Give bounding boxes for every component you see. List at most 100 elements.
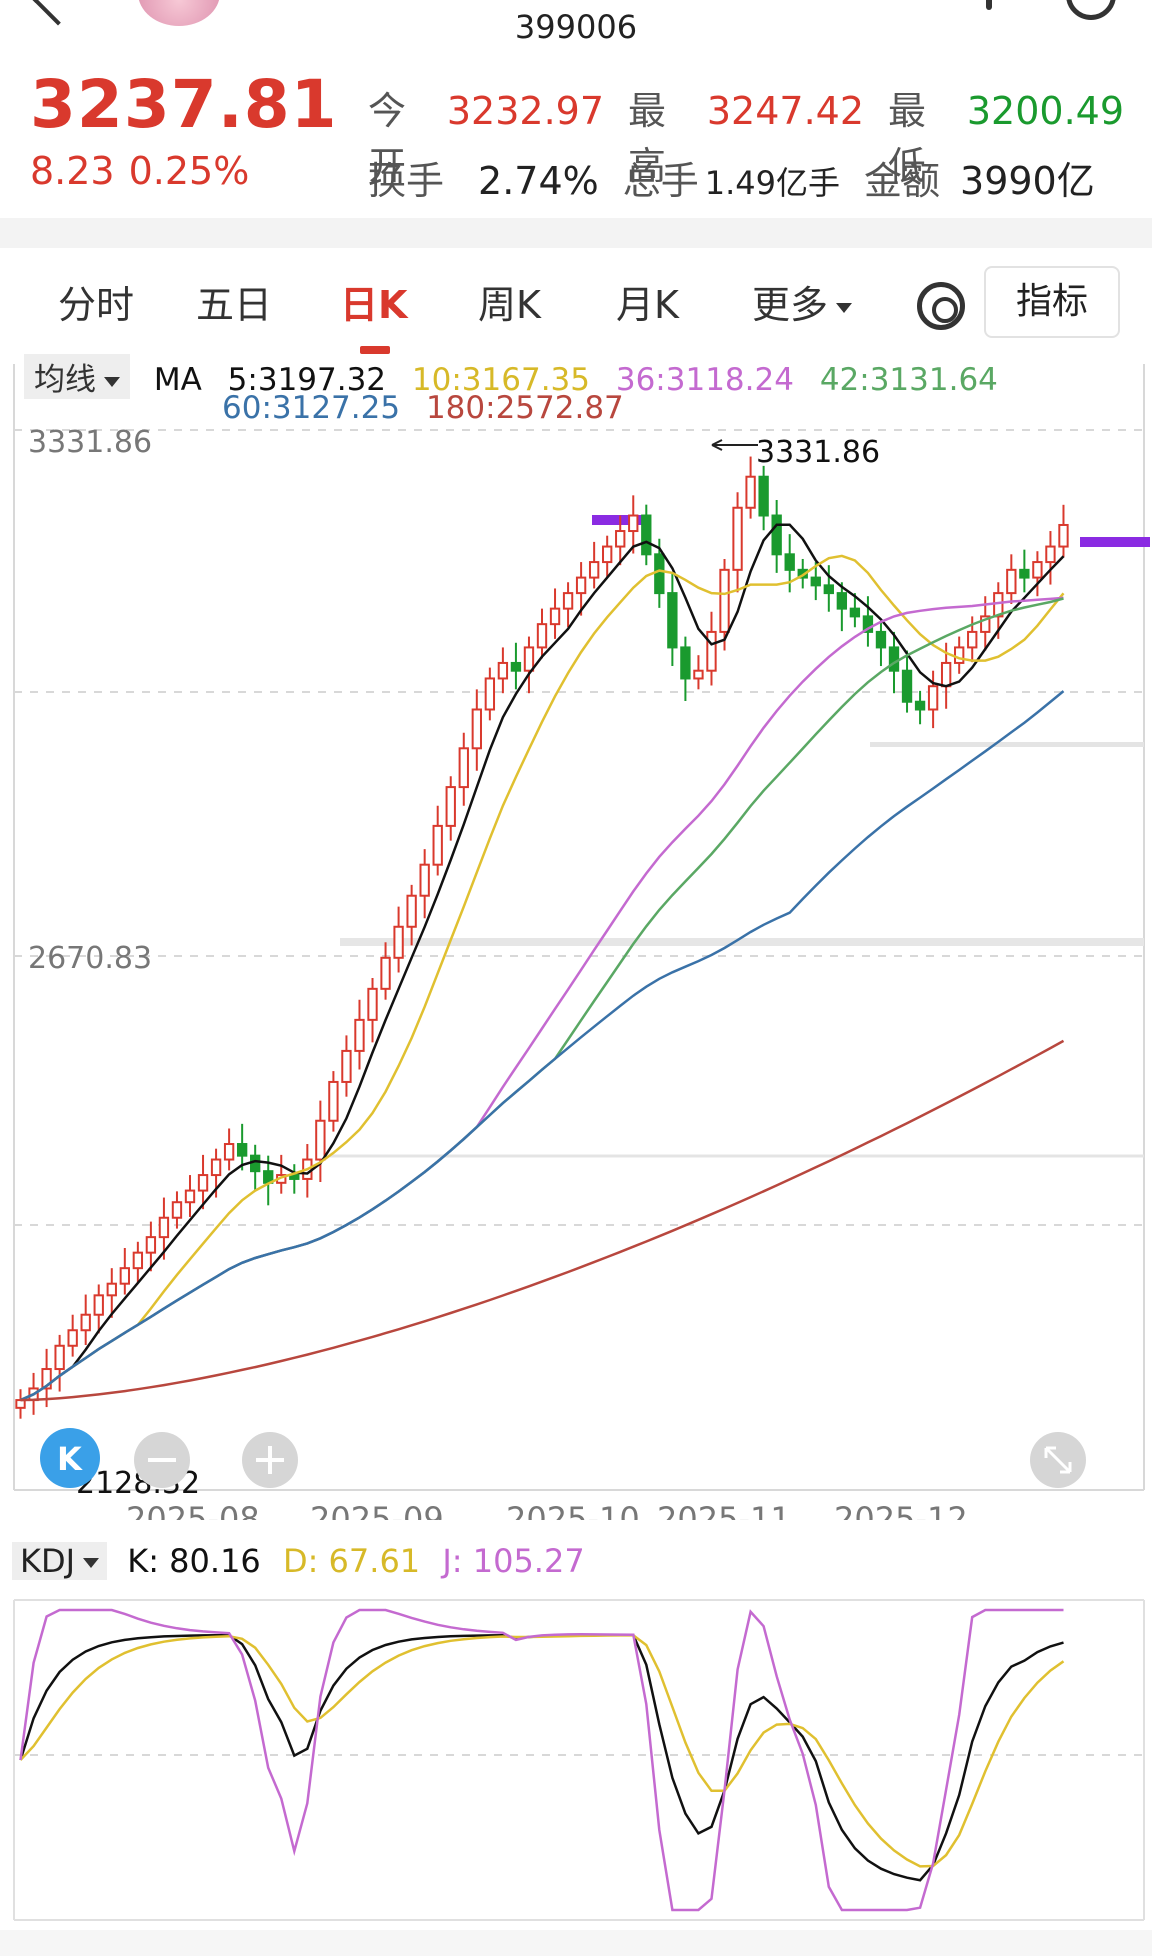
kdj-d-value: D: 67.61 (282, 1542, 421, 1580)
kdj-chart[interactable] (0, 1580, 1152, 1940)
tab-daily-k[interactable]: 日K (340, 283, 408, 327)
x-tick-label: 2025-08 (126, 1500, 260, 1520)
candle (184, 1189, 196, 1204)
candle (758, 475, 769, 517)
amount-value: 3990亿 (960, 159, 1095, 203)
section-divider (0, 218, 1152, 248)
ma180-value: 180:2572.87 (425, 390, 624, 426)
ma42-value: 42:3131.64 (819, 362, 998, 398)
bottom-bar (0, 1930, 1152, 1956)
candle (927, 685, 939, 711)
ma-selector-label: 均线 (34, 362, 96, 398)
low-value: 3200.49 (966, 89, 1124, 133)
candle (823, 584, 834, 595)
candle (54, 1344, 65, 1371)
candle (210, 1158, 222, 1177)
chevron-down-icon (104, 376, 120, 387)
top-bar: 399006 (0, 0, 1152, 50)
change-percent: 0.25% (128, 149, 250, 193)
candle (119, 1267, 130, 1285)
candle (93, 1294, 104, 1316)
ma36-value: 36:3118.24 (615, 362, 794, 398)
turnover-value: 2.74% (478, 159, 599, 203)
candle (171, 1201, 183, 1219)
candle (641, 514, 652, 556)
candle (80, 1313, 91, 1332)
zoom-out-icon[interactable] (134, 1432, 190, 1488)
price-level-band (870, 742, 1144, 747)
candle (667, 592, 678, 649)
candle (223, 1143, 235, 1161)
tab-monthly-k[interactable]: 月K (616, 283, 679, 327)
candle (719, 568, 730, 633)
zoom-in-icon[interactable] (242, 1432, 298, 1488)
gear-icon[interactable] (917, 282, 965, 330)
candle (706, 630, 717, 672)
indicator-button[interactable]: 指标 (984, 266, 1120, 338)
open-value: 3232.97 (446, 89, 604, 133)
candle (888, 646, 900, 672)
candle (484, 677, 496, 711)
ma10-value: 10:3167.35 (411, 362, 590, 398)
candle (1032, 561, 1043, 579)
kline-logo-icon[interactable]: K (40, 1428, 100, 1488)
ma10-line (19, 554, 1065, 1402)
candle (236, 1143, 248, 1157)
ma180-line (20, 1039, 1065, 1402)
candle (1058, 523, 1069, 548)
x-tick-label: 2025-12 (834, 1500, 968, 1520)
tab-intraday[interactable]: 分时 (58, 283, 135, 327)
candle (1019, 568, 1030, 579)
target-marker (592, 515, 642, 525)
candle (954, 646, 965, 664)
kdj-k-line (19, 1633, 1064, 1882)
fullscreen-icon[interactable] (1030, 1432, 1086, 1488)
candle (41, 1368, 52, 1390)
candle (680, 646, 691, 680)
candle (145, 1236, 157, 1254)
candle (328, 1080, 339, 1122)
period-tabs: 分时 五日 日K 周K 月K 更多 指标 (0, 252, 1152, 354)
candle (419, 863, 430, 897)
candle (1006, 568, 1017, 595)
x-tick-label: 2025-11 (657, 1500, 791, 1520)
ma-prefix: MA (153, 362, 202, 398)
candle (510, 661, 522, 672)
turnover-label: 换手 (368, 159, 445, 203)
candle (810, 576, 821, 587)
candle (615, 530, 626, 548)
ma-lines (19, 523, 1065, 1402)
kdj-k-value: K: 80.16 (127, 1542, 261, 1580)
chevron-down-icon (836, 302, 853, 313)
more-icon[interactable] (986, 0, 992, 10)
candle (471, 708, 482, 750)
candle (458, 747, 469, 789)
kline-chart[interactable]: 3331.86 2670.83 3331.86 2128.32 2025-08 … (0, 0, 1152, 1520)
high-label: 最高 (628, 89, 667, 188)
kdj-selector[interactable]: KDJ (12, 1542, 108, 1580)
candlesticks (15, 456, 1069, 1419)
ma5-line (19, 523, 1065, 1402)
candle (602, 545, 613, 564)
x-tick-label: 2025-10 (506, 1500, 640, 1520)
kdj-lines (19, 1608, 1065, 1912)
candle (836, 592, 848, 610)
candle (980, 615, 991, 633)
candle (588, 561, 600, 579)
candle (536, 623, 548, 649)
svg-text:K: K (57, 1440, 83, 1478)
candle (250, 1154, 261, 1173)
candle (289, 1174, 300, 1180)
tab-five-day[interactable]: 五日 (196, 283, 273, 327)
max-price-label: 3331.86 (756, 435, 880, 470)
active-tab-indicator (360, 346, 390, 354)
kdj-selector-label: KDJ (20, 1542, 76, 1580)
price-block: 3237.81 8.23 0.25% (30, 66, 338, 193)
kdj-j-line (19, 1608, 1064, 1912)
volume-value: 1.49亿手 (704, 164, 841, 202)
tab-more[interactable]: 更多 (752, 274, 853, 329)
kdj-j-value: J: 105.27 (442, 1542, 585, 1580)
stock-code: 399006 (514, 8, 638, 46)
tab-weekly-k[interactable]: 周K (478, 283, 541, 327)
ma-selector[interactable]: 均线 (24, 354, 130, 399)
